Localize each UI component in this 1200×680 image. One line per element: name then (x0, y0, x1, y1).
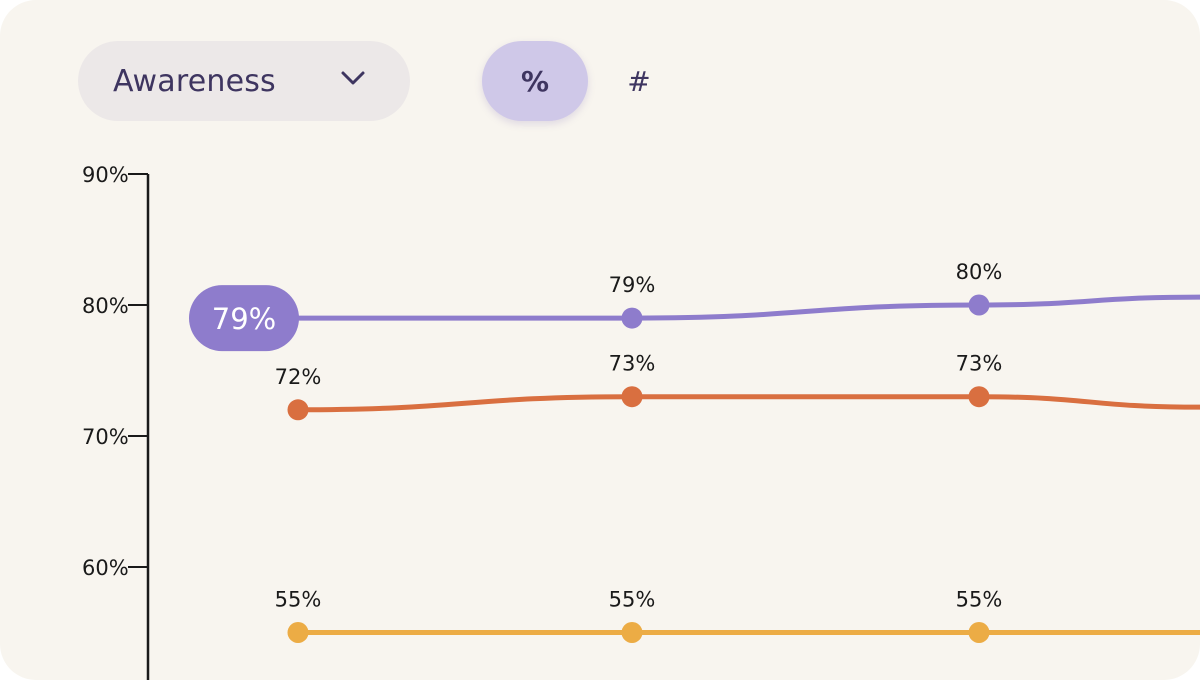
series-line-1 (227, 294, 1200, 321)
data-point (621, 622, 643, 643)
data-point (287, 622, 309, 643)
data-point (968, 622, 990, 643)
data-point (968, 294, 990, 316)
percent-toggle-label: % (520, 64, 550, 98)
data-label: 79% (609, 273, 656, 297)
data-point (968, 386, 990, 408)
data-label: 55% (609, 588, 656, 612)
data-label: 73% (956, 352, 1003, 376)
data-label: 72% (275, 365, 322, 389)
data-point (621, 307, 643, 329)
y-tick-label: 60% (82, 556, 129, 580)
count-toggle-label: # (627, 64, 651, 98)
data-label: 55% (275, 588, 322, 612)
highlight-pill-label: 79% (212, 302, 276, 336)
metric-dropdown[interactable]: Awareness (78, 41, 410, 121)
data-point (621, 386, 643, 408)
chevron-down-icon (341, 71, 365, 85)
data-label: 80% (956, 260, 1003, 284)
series-line-2 (295, 394, 1200, 413)
data-label: 55% (956, 588, 1003, 612)
metric-dropdown-label: Awareness (113, 63, 276, 99)
y-tick-label: 80% (82, 294, 129, 318)
y-tick-label: 70% (82, 425, 129, 449)
percent-toggle-button[interactable]: % (482, 41, 588, 121)
highlight-pill (189, 285, 299, 352)
data-point (287, 399, 309, 421)
y-tick-label: 90% (82, 163, 129, 187)
data-label: 73% (609, 352, 656, 376)
count-toggle-button[interactable]: # (586, 41, 692, 121)
